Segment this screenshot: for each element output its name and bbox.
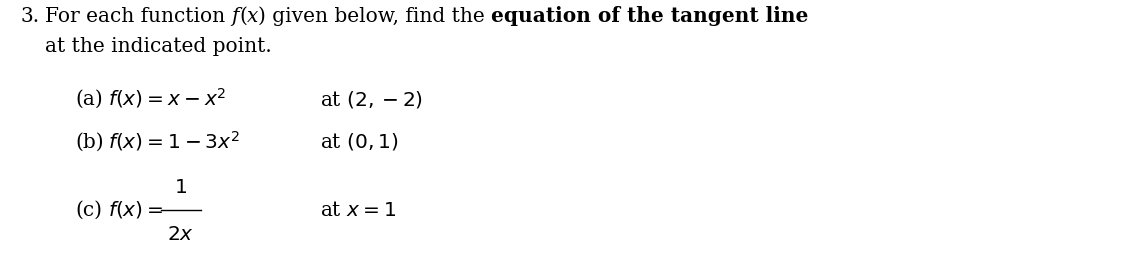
Text: $f(x) = 1 - 3x^2$: $f(x) = 1 - 3x^2$: [108, 129, 240, 153]
Text: equation of the tangent line: equation of the tangent line: [491, 6, 808, 26]
Text: For each function: For each function: [45, 7, 232, 26]
Text: $f(x) = x - x^2$: $f(x) = x - x^2$: [108, 86, 226, 110]
Text: $2x$: $2x$: [168, 225, 195, 244]
Text: (b): (b): [75, 133, 104, 152]
Text: at the indicated point.: at the indicated point.: [45, 37, 272, 56]
Text: $f(x) = $: $f(x) = $: [108, 199, 163, 221]
Text: (c): (c): [75, 200, 102, 219]
Text: (a): (a): [75, 90, 103, 109]
Text: at $(0, 1)$: at $(0, 1)$: [320, 132, 398, 152]
Text: ) given below, find the: ) given below, find the: [258, 6, 491, 26]
Text: x: x: [247, 7, 258, 26]
Text: at $(2, -2)$: at $(2, -2)$: [320, 88, 423, 109]
Text: 3.: 3.: [20, 7, 40, 26]
Text: $1$: $1$: [174, 178, 188, 197]
Text: f: f: [232, 7, 239, 26]
Text: at $x = 1$: at $x = 1$: [320, 200, 396, 219]
Text: (: (: [239, 7, 247, 26]
